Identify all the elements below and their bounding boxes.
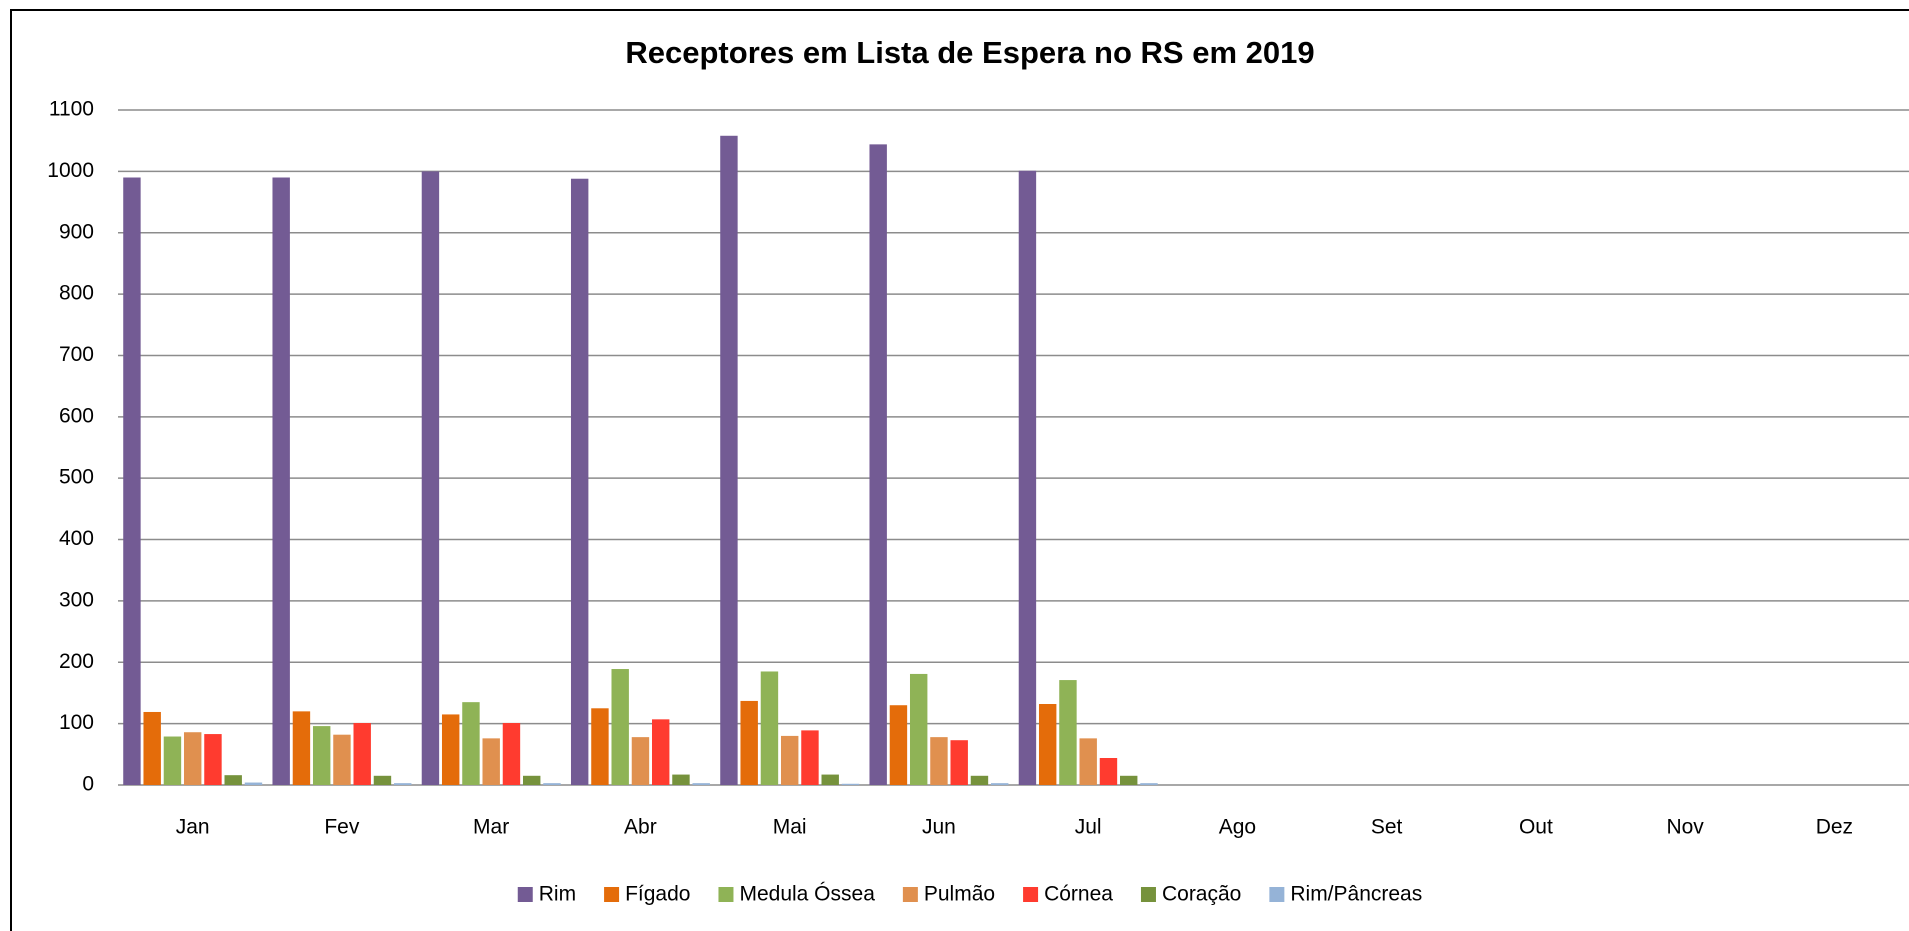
x-tick-label: Dez [1816,816,1853,839]
bar [970,775,989,785]
bar [421,171,440,785]
x-tick-label: Jul [1075,816,1102,839]
x-tick-label: Mai [773,816,807,839]
bar [841,783,860,785]
y-tick-label: 900 [59,220,94,243]
x-tick-label: Ago [1219,816,1256,839]
bar [373,775,392,785]
x-tick-label: Abr [624,816,657,839]
bar [801,730,819,785]
legend-swatch [517,887,533,902]
y-tick-label: 700 [59,343,94,366]
legend-label: Medula Óssea [739,883,875,906]
legend-swatch [718,887,734,902]
y-tick-label: 1100 [49,98,94,121]
legend-label: Córnea [1044,883,1113,906]
bar [394,783,412,785]
x-tick-label: Mar [473,816,509,839]
bar [123,177,141,785]
legend-label: Rim [539,883,576,906]
y-tick-label: 600 [59,404,94,427]
bar [1079,738,1097,785]
y-tick-label: 0 [82,773,94,796]
bar [1059,680,1077,785]
bar [543,783,561,785]
bar [1099,758,1118,785]
bar [244,782,263,785]
bar [163,736,182,785]
bar [720,135,738,786]
bar [482,738,500,785]
legend-label: Coração [1162,883,1241,906]
bar [991,783,1009,785]
bar [692,783,710,785]
bar [523,775,541,785]
bar [502,723,521,785]
bar [272,177,290,785]
bar [611,669,629,785]
legend-swatch [1140,887,1156,902]
bar [651,719,670,785]
y-tick-label: 800 [59,282,94,305]
bar [760,671,779,785]
legend-swatch [1023,887,1039,902]
bar [353,723,371,785]
legend-swatch [902,887,918,902]
legend-label: Rim/Pâncreas [1290,883,1422,906]
y-tick-label: 200 [59,650,94,673]
legend-label: Pulmão [924,883,995,906]
bar [591,708,609,785]
x-tick-label: Jun [922,816,956,839]
y-tick-label: 400 [59,527,94,550]
legend-label: Fígado [625,883,690,906]
bar [462,702,480,785]
bar [672,774,690,785]
bar [1140,783,1158,785]
bar [1120,775,1138,785]
bar [143,711,161,785]
y-tick-label: 1000 [47,159,94,182]
bar [631,737,650,785]
chart-border [10,9,1909,931]
bar [780,735,799,785]
bar [909,673,928,785]
bar [570,178,589,785]
x-tick-label: Nov [1666,816,1704,839]
bar [740,700,758,785]
chart-title: Receptores em Lista de Espera no RS em 2… [625,35,1314,70]
legend-swatch [1269,887,1285,902]
bar [224,775,242,785]
x-tick-label: Set [1371,816,1403,839]
x-tick-label: Jan [176,816,210,839]
y-tick-label: 300 [59,588,94,611]
y-tick-label: 100 [59,711,94,734]
bar [930,737,948,785]
legend-swatch [604,887,620,902]
bar [869,144,887,785]
bar [821,774,839,785]
bar [889,705,908,785]
bar [441,714,460,785]
bar [292,711,311,785]
x-tick-label: Out [1519,816,1553,839]
bar [1038,704,1057,785]
bar [183,732,202,785]
bar [950,740,968,785]
bar [1018,170,1037,785]
bar [312,726,331,785]
bar [204,734,222,785]
x-tick-label: Fev [324,816,360,839]
bar [333,734,351,785]
y-tick-label: 500 [59,466,94,489]
